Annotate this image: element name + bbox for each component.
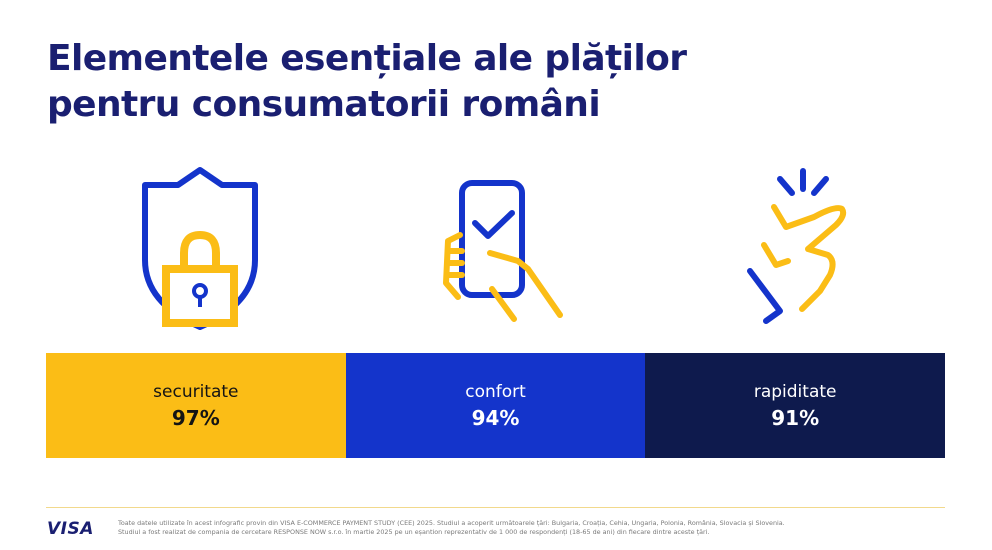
- footnote: Toate datele utilizate în acest infograf…: [118, 519, 918, 537]
- stat-value: 94%: [471, 405, 520, 430]
- page-title: Elementele esențiale ale plăților pentru…: [47, 36, 687, 128]
- title-line-1: Elementele esențiale ale plăților: [47, 38, 687, 79]
- stat-label: confort: [465, 381, 526, 402]
- phone-check-icon: [420, 165, 580, 335]
- finger-snap-icon: [718, 165, 878, 335]
- title-line-2: pentru consumatorii români: [47, 84, 601, 125]
- stats-bar: securitate 97% confort 94% rapiditate 91…: [46, 353, 946, 458]
- footnote-line-2: Studiul a fost realizat de compania de c…: [118, 528, 710, 536]
- visa-logo: VISA: [47, 519, 94, 539]
- stat-label: rapiditate: [753, 381, 837, 402]
- footer-divider: [46, 507, 945, 508]
- stat-label: securitate: [153, 381, 239, 402]
- stat-security: securitate 97%: [46, 353, 346, 458]
- stat-comfort: confort 94%: [345, 353, 646, 458]
- stat-value: 97%: [171, 405, 220, 430]
- stat-value: 91%: [771, 405, 820, 430]
- stat-speed: rapiditate 91%: [645, 353, 946, 458]
- footnote-line-1: Toate datele utilizate în acest infograf…: [118, 519, 785, 527]
- shield-lock-icon: [120, 165, 280, 335]
